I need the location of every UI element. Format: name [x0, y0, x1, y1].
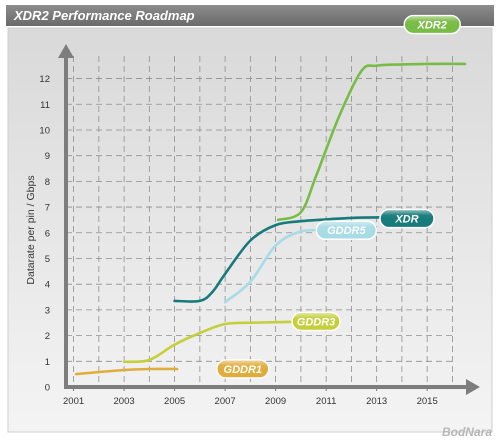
series-label-text: GDDR3	[297, 316, 336, 328]
y-axis-label: Datarate per pin / Gbps	[25, 175, 37, 284]
series-label-shine	[294, 313, 339, 323]
series-label-gddr3: GDDR3	[291, 311, 341, 332]
x-tick-3: 2007	[215, 396, 236, 407]
series-labels: GDDR1 GDDR3 XDR GDDR5 XDR2	[216, 14, 461, 379]
series-label-xdr: XDR	[379, 208, 435, 229]
y-tick-8: 8	[45, 177, 50, 188]
y-tick-11: 11	[40, 100, 50, 111]
series-line-xdr	[173, 216, 394, 303]
series-label-gddr5: GDDR5	[315, 220, 378, 240]
series-label-text: XDR2	[417, 20, 447, 32]
series-label-shine	[318, 222, 375, 232]
series-label-shine	[381, 210, 432, 220]
x-tick-7: 2015	[417, 396, 438, 407]
series-label-gddr1: GDDR1	[216, 359, 270, 379]
watermark: BodNara	[442, 425, 492, 439]
y-tick-1: 1	[45, 357, 50, 368]
y-tick-9: 9	[45, 151, 50, 162]
x-tick-4: 2009	[265, 396, 286, 407]
series-line-gddr1	[74, 367, 179, 376]
chart-title: XDR2 Performance Roadmap	[13, 8, 195, 23]
series-label-xdr2: XDR2	[403, 14, 461, 35]
series-line-gddr3	[122, 320, 305, 364]
y-tick-5: 5	[45, 254, 50, 265]
x-axis-arrow	[466, 379, 480, 395]
series-label-shine	[406, 16, 459, 26]
series-label-text: GDDR1	[224, 364, 263, 376]
series-label-shine	[218, 361, 267, 371]
y-tick-7: 7	[45, 203, 50, 214]
title-bar	[6, 5, 494, 26]
y-tick-2: 2	[45, 331, 50, 342]
x-tick-0: 2001	[63, 396, 84, 407]
series-label-text: GDDR5	[327, 225, 366, 237]
series-line-xdr2	[276, 62, 467, 222]
y-tick-10: 10	[39, 125, 50, 136]
y-tick-3: 3	[45, 305, 50, 316]
grid	[66, 56, 453, 387]
x-tick-6: 2013	[366, 396, 387, 407]
x-tick-1: 2003	[114, 396, 135, 407]
x-tick-2: 2005	[164, 396, 185, 407]
x-tick-5: 2011	[316, 396, 336, 407]
series-layer	[74, 62, 467, 376]
y-tick-0: 0	[45, 383, 50, 394]
y-tick-4: 4	[45, 280, 50, 291]
series-label-text: XDR	[394, 214, 418, 226]
y-axis-arrow	[58, 44, 74, 58]
series-line-gddr5	[223, 228, 333, 304]
y-tick-6: 6	[45, 228, 50, 239]
y-tick-12: 12	[39, 74, 50, 85]
